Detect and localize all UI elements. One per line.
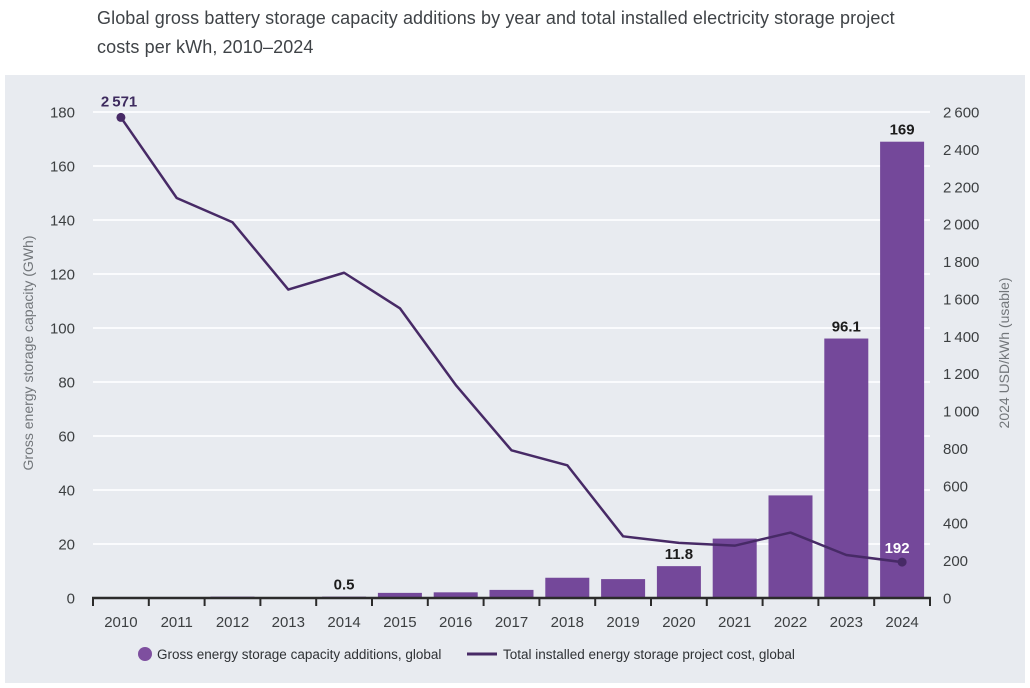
legend: Gross energy storage capacity additions,… bbox=[138, 647, 795, 662]
right-tick-label: 200 bbox=[943, 553, 968, 570]
cost-line-path bbox=[119, 116, 903, 564]
data-labels: 0.5 11.8 96.1 169 2 571 192 bbox=[101, 93, 915, 593]
left-tick-label: 140 bbox=[50, 213, 75, 230]
bar-value-label-2014: 0.5 bbox=[334, 577, 355, 594]
right-tick-label: 1 000 bbox=[943, 404, 979, 421]
year-label-2011: 2011 bbox=[161, 614, 193, 631]
left-tick-label: 180 bbox=[50, 105, 75, 122]
chart-panel: 0 20 40 60 80 100 120 140 160 180 0 200 400 600 800 1 … bbox=[5, 75, 1025, 683]
right-tick-label: 2 400 bbox=[943, 142, 979, 159]
right-tick-label: 400 bbox=[943, 516, 968, 533]
year-label-2020: 2020 bbox=[662, 614, 695, 631]
gridlines bbox=[93, 111, 930, 545]
bar-2017 bbox=[489, 589, 534, 598]
year-label-2024: 2024 bbox=[885, 614, 918, 631]
bar-value-label-2020: 11.8 bbox=[665, 546, 693, 563]
year-label-2016: 2016 bbox=[439, 614, 472, 631]
right-tick-label: 600 bbox=[943, 478, 968, 495]
year-label-2022: 2022 bbox=[774, 614, 807, 631]
right-tick-label: 0 bbox=[943, 591, 951, 608]
x-axis bbox=[92, 596, 931, 606]
bar-2024 bbox=[880, 141, 925, 598]
right-tick-label: 2 000 bbox=[943, 217, 979, 234]
cost-line-marker-2010 bbox=[116, 112, 126, 122]
year-label-2017: 2017 bbox=[495, 614, 528, 631]
cost-line-marker-2024 bbox=[897, 557, 907, 567]
line-value-label-2024: 192 bbox=[885, 540, 910, 557]
year-label-2015: 2015 bbox=[383, 614, 416, 631]
capacity-bars bbox=[210, 141, 925, 598]
bar-2018 bbox=[545, 577, 590, 598]
cost-line bbox=[116, 112, 907, 567]
right-tick-label: 1 600 bbox=[943, 291, 979, 308]
year-label-2012: 2012 bbox=[216, 614, 249, 631]
bar-2020 bbox=[656, 566, 701, 598]
legend-label-capacity: Gross energy storage capacity additions,… bbox=[157, 647, 441, 662]
left-axis-title: Gross energy storage capacity (GWh) bbox=[20, 236, 36, 471]
bar-2016 bbox=[433, 592, 478, 598]
left-axis-tick-labels: 0 20 40 60 80 100 120 140 160 180 bbox=[50, 105, 75, 608]
right-tick-label: 2 600 bbox=[943, 105, 979, 122]
bar-2022 bbox=[768, 495, 813, 598]
right-axis-tick-labels: 0 200 400 600 800 1 000 1 200 1 400 1 600 1 800 2 … bbox=[943, 105, 979, 608]
left-tick-label: 40 bbox=[58, 483, 75, 500]
left-tick-label: 160 bbox=[50, 159, 75, 176]
bar-2021 bbox=[712, 538, 757, 598]
right-axis-title: 2024 USD/kWh (usable) bbox=[996, 278, 1012, 429]
x-axis-year-labels: 2010 2011 2012 2013 2014 2015 2016 2017 2018 2019… bbox=[104, 614, 919, 631]
year-label-2019: 2019 bbox=[606, 614, 639, 631]
year-label-2021: 2021 bbox=[718, 614, 751, 631]
bar-value-label-2024: 169 bbox=[890, 122, 915, 139]
chart-title: Global gross battery storage capacity ad… bbox=[97, 4, 1017, 62]
chart-figure: 0 20 40 60 80 100 120 140 160 180 0 200 400 600 800 1 … bbox=[20, 93, 1012, 662]
chart-title-line2: costs per kWh, 2010–2024 bbox=[97, 37, 314, 57]
right-tick-label: 800 bbox=[943, 441, 968, 458]
legend-label-cost: Total installed energy storage project c… bbox=[503, 647, 795, 662]
year-label-2014: 2014 bbox=[327, 614, 360, 631]
left-tick-label: 80 bbox=[58, 375, 75, 392]
year-label-2018: 2018 bbox=[551, 614, 584, 631]
left-tick-label: 20 bbox=[58, 537, 75, 554]
left-tick-label: 120 bbox=[50, 267, 75, 284]
right-tick-label: 1 200 bbox=[943, 366, 979, 383]
year-label-2010: 2010 bbox=[104, 614, 137, 631]
bar-2019 bbox=[601, 579, 646, 598]
bar-2023 bbox=[824, 338, 869, 598]
bar-2015 bbox=[377, 592, 422, 598]
right-tick-label: 1 400 bbox=[943, 329, 979, 346]
chart-title-line1: Global gross battery storage capacity ad… bbox=[97, 8, 895, 28]
year-label-2013: 2013 bbox=[272, 614, 305, 631]
year-label-2023: 2023 bbox=[830, 614, 863, 631]
line-value-label-2010: 2 571 bbox=[101, 93, 137, 110]
legend-capacity-dot-icon bbox=[138, 647, 152, 661]
left-tick-label: 60 bbox=[58, 429, 75, 446]
right-tick-label: 1 800 bbox=[943, 254, 979, 271]
left-tick-label: 0 bbox=[67, 591, 75, 608]
right-tick-label: 2 200 bbox=[943, 179, 979, 196]
bar-value-label-2023: 96.1 bbox=[832, 319, 861, 336]
left-tick-label: 100 bbox=[50, 321, 75, 338]
